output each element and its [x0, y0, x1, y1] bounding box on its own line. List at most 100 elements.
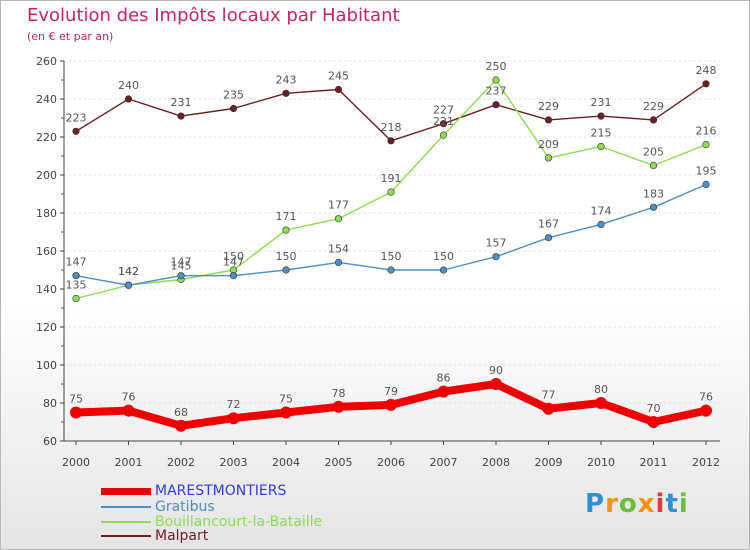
data-label: 72 [227, 398, 241, 411]
data-point [385, 398, 397, 411]
data-label: 183 [643, 187, 664, 200]
data-point [124, 95, 133, 103]
legend-swatch [101, 535, 151, 537]
x-tick-label: 2011 [640, 456, 668, 469]
legend-item: MARESTMONTIERS [101, 483, 421, 500]
data-label: 177 [328, 199, 349, 212]
x-tick-label: 2002 [167, 456, 195, 469]
data-label: 78 [332, 387, 346, 400]
data-label: 229 [643, 100, 664, 113]
data-label: 218 [381, 121, 402, 134]
data-label: 191 [381, 172, 402, 185]
x-tick-label: 2004 [272, 456, 300, 469]
x-tick-label: 2007 [430, 456, 458, 469]
y-tick-label: 240 [36, 93, 57, 106]
data-point [544, 154, 553, 162]
data-label: 245 [328, 70, 349, 83]
data-label: 215 [591, 127, 612, 140]
data-point [229, 272, 238, 280]
data-point [387, 188, 395, 196]
data-point [177, 112, 185, 120]
y-tick-label: 180 [36, 207, 57, 220]
data-label: 147 [223, 256, 244, 269]
data-point [649, 203, 658, 211]
y-tick-label: 80 [43, 397, 57, 410]
x-tick-label: 2003 [220, 456, 248, 469]
data-label: 147 [171, 256, 192, 269]
data-label: 75 [69, 393, 83, 406]
data-label: 145 [171, 260, 192, 273]
data-label: 77 [542, 389, 556, 402]
x-tick-label: 2009 [535, 456, 563, 469]
data-label: 142 [118, 265, 139, 278]
data-label: 150 [433, 250, 454, 263]
data-point [700, 404, 712, 417]
data-label: 76 [122, 391, 136, 404]
data-label: 90 [489, 364, 503, 377]
data-label: 75 [279, 393, 293, 406]
y-tick-label: 260 [36, 55, 57, 68]
data-point [332, 400, 345, 413]
data-point [597, 220, 605, 228]
y-tick-label: 100 [36, 359, 57, 372]
data-label: 231 [171, 96, 192, 109]
data-point [492, 76, 500, 84]
x-tick-label: 2010 [587, 456, 615, 469]
data-point [544, 116, 553, 124]
legend-swatch [101, 521, 151, 523]
data-label: 157 [486, 237, 507, 250]
data-label: 229 [538, 100, 559, 113]
data-point [70, 406, 82, 419]
x-tick-label: 2001 [115, 456, 143, 469]
y-tick-label: 60 [43, 435, 57, 448]
data-point [72, 294, 80, 303]
legend-item: Gratibus [101, 499, 421, 516]
data-point [492, 101, 500, 109]
data-label: 150 [381, 250, 402, 263]
data-point [542, 402, 555, 415]
data-point [282, 89, 290, 97]
data-point [227, 412, 240, 425]
data-label: 235 [223, 89, 244, 102]
data-point [175, 419, 187, 432]
data-label: 135 [66, 279, 87, 292]
legend-label: Bouillancourt-la-Bataille [155, 514, 323, 530]
data-label: 237 [486, 85, 507, 98]
data-point [282, 226, 290, 234]
data-point [490, 378, 502, 390]
data-point [544, 234, 553, 242]
legend-label: Gratibus [155, 499, 215, 515]
data-point [647, 416, 660, 428]
chart-subtitle: (en € et par an) [27, 30, 114, 43]
data-label: 150 [276, 250, 297, 263]
data-point [72, 127, 80, 135]
data-point [124, 281, 133, 289]
data-label: 250 [486, 60, 507, 73]
data-point [702, 141, 710, 149]
data-label: 79 [384, 385, 398, 398]
data-label: 80 [594, 383, 608, 396]
x-tick-label: 2005 [325, 456, 353, 469]
x-tick-label: 2006 [377, 456, 405, 469]
data-label: 147 [66, 256, 87, 269]
data-point [177, 272, 185, 280]
data-label: 70 [647, 402, 661, 415]
data-label: 195 [696, 165, 717, 178]
legend-swatch [101, 506, 151, 508]
data-point [334, 215, 343, 223]
data-label: 86 [437, 372, 451, 385]
data-label: 150 [223, 250, 244, 263]
data-point [595, 397, 607, 409]
y-tick-label: 220 [36, 131, 57, 144]
y-tick-label: 140 [36, 283, 57, 296]
data-label: 171 [276, 210, 297, 223]
data-point [702, 80, 710, 88]
data-label: 142 [118, 265, 139, 278]
proxiti-logo: Proxiti [585, 489, 689, 519]
data-label: 240 [118, 79, 139, 92]
data-point [439, 266, 448, 274]
y-tick-label: 160 [36, 245, 57, 258]
data-point [282, 266, 290, 274]
